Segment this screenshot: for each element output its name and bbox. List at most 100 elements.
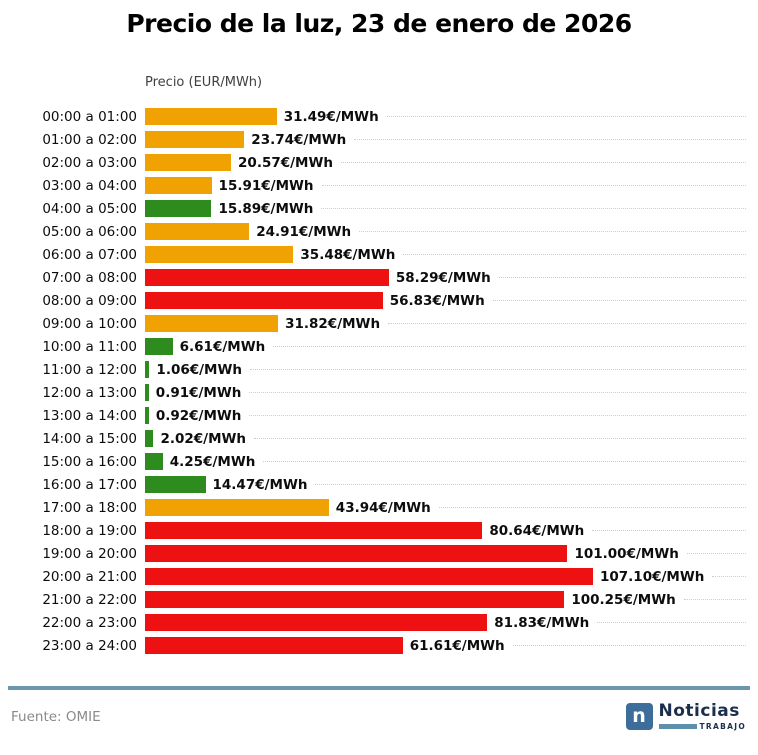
gridline-leader xyxy=(712,576,746,577)
price-bar xyxy=(145,223,250,240)
value-label: 4.25€/MWh xyxy=(169,453,256,470)
chart-row: 07:00 a 08:00 58.29€/MWh xyxy=(7,266,746,289)
chart-row: 13:00 a 14:00 0.92€/MWh xyxy=(7,404,746,427)
gridline-leader xyxy=(254,438,746,439)
logo-name: Noticias xyxy=(658,701,740,721)
time-label: 10:00 a 11:00 xyxy=(42,338,137,355)
chart-row: 17:00 a 18:00 43.94€/MWh xyxy=(7,496,746,519)
price-bar xyxy=(145,154,232,171)
gridline-leader xyxy=(592,530,746,531)
chart-row: 23:00 a 24:00 61.61€/MWh xyxy=(7,634,746,657)
chart-row: 08:00 a 09:00 56.83€/MWh xyxy=(7,289,746,312)
value-label: 35.48€/MWh xyxy=(300,246,396,263)
noticias-trabajo-logo: n Noticias TRABAJO xyxy=(625,701,746,731)
value-label: 80.64€/MWh xyxy=(489,522,585,539)
logo-n-icon: n xyxy=(625,703,653,731)
value-label: 0.91€/MWh xyxy=(155,384,242,401)
price-bar xyxy=(145,315,279,332)
time-label: 05:00 a 06:00 xyxy=(42,223,137,240)
price-bar xyxy=(145,522,483,539)
price-bar xyxy=(145,637,403,654)
chart-row: 09:00 a 10:00 31.82€/MWh xyxy=(7,312,746,335)
chart-row: 18:00 a 19:00 80.64€/MWh xyxy=(7,519,746,542)
chart-row: 01:00 a 02:00 23.74€/MWh xyxy=(7,128,746,151)
time-label: 02:00 a 03:00 xyxy=(42,154,137,171)
time-label: 19:00 a 20:00 xyxy=(42,545,137,562)
chart-row: 19:00 a 20:00 101.00€/MWh xyxy=(7,542,746,565)
value-label: 100.25€/MWh xyxy=(571,591,676,608)
logo-tagline-text: TRABAJO xyxy=(699,721,746,731)
price-bar xyxy=(145,292,383,309)
value-label: 15.89€/MWh xyxy=(218,200,314,217)
gridline-leader xyxy=(359,231,746,232)
value-label: 0.92€/MWh xyxy=(155,407,242,424)
gridline-leader xyxy=(263,461,746,462)
time-label: 17:00 a 18:00 xyxy=(42,499,137,516)
time-label: 16:00 a 17:00 xyxy=(42,476,137,493)
time-label: 20:00 a 21:00 xyxy=(42,568,137,585)
time-label: 13:00 a 14:00 xyxy=(42,407,137,424)
value-label: 2.02€/MWh xyxy=(160,430,247,447)
value-label: 58.29€/MWh xyxy=(395,269,491,286)
chart-title: Precio de la luz, 23 de enero de 2026 xyxy=(126,9,632,38)
gridline-leader xyxy=(315,484,746,485)
time-label: 06:00 a 07:00 xyxy=(42,246,137,263)
time-label: 14:00 a 15:00 xyxy=(42,430,137,447)
bar-chart: 00:00 a 01:00 31.49€/MWh 01:00 a 02:00 23.7… xyxy=(0,105,758,657)
gridline-leader xyxy=(512,645,746,646)
gridline-leader xyxy=(683,599,746,600)
source-credit: Fuente: OMIE xyxy=(11,708,101,725)
value-label: 15.91€/MWh xyxy=(218,177,314,194)
gridline-leader xyxy=(321,185,746,186)
chart-row: 16:00 a 17:00 14.47€/MWh xyxy=(7,473,746,496)
chart-row: 12:00 a 13:00 0.91€/MWh xyxy=(7,381,746,404)
gridline-leader xyxy=(249,392,746,393)
chart-row: 03:00 a 04:00 15.91€/MWh xyxy=(7,174,746,197)
gridline-leader xyxy=(321,208,746,209)
price-bar xyxy=(145,361,150,378)
gridline-leader xyxy=(498,277,746,278)
chart-row: 21:00 a 22:00 100.25€/MWh xyxy=(7,588,746,611)
price-bar xyxy=(145,177,212,194)
chart-row: 00:00 a 01:00 31.49€/MWh xyxy=(7,105,746,128)
chart-row: 11:00 a 12:00 1.06€/MWh xyxy=(7,358,746,381)
time-label: 04:00 a 05:00 xyxy=(42,200,137,217)
chart-row: 02:00 a 03:00 20.57€/MWh xyxy=(7,151,746,174)
gridline-leader xyxy=(388,323,746,324)
gridline-leader xyxy=(492,300,746,301)
value-label: 31.82€/MWh xyxy=(285,315,381,332)
gridline-leader xyxy=(354,139,746,140)
price-bar xyxy=(145,430,154,447)
gridline-leader xyxy=(686,553,746,554)
chart-row: 04:00 a 05:00 15.89€/MWh xyxy=(7,197,746,220)
value-label: 6.61€/MWh xyxy=(179,338,266,355)
value-label: 31.49€/MWh xyxy=(283,108,379,125)
logo-text-block: Noticias TRABAJO xyxy=(658,701,746,731)
chart-row: 10:00 a 11:00 6.61€/MWh xyxy=(7,335,746,358)
time-label: 00:00 a 01:00 xyxy=(42,108,137,125)
price-bar xyxy=(145,131,245,148)
price-bar xyxy=(145,246,294,263)
time-label: 07:00 a 08:00 xyxy=(42,269,137,286)
price-bar xyxy=(145,591,565,608)
chart-row: 06:00 a 07:00 35.48€/MWh xyxy=(7,243,746,266)
value-label: 1.06€/MWh xyxy=(156,361,242,378)
gridline-leader xyxy=(438,507,746,508)
price-bar xyxy=(145,499,329,516)
time-label: 22:00 a 23:00 xyxy=(42,614,137,631)
value-label: 101.00€/MWh xyxy=(574,545,679,562)
price-bar xyxy=(145,453,163,470)
value-label: 23.74€/MWh xyxy=(251,131,347,148)
price-bar xyxy=(145,269,389,286)
price-bar xyxy=(145,407,149,424)
price-bar xyxy=(145,338,173,355)
gridline-leader xyxy=(273,346,746,347)
value-label: 24.91€/MWh xyxy=(256,223,352,240)
price-bar xyxy=(145,614,488,631)
value-label: 43.94€/MWh xyxy=(335,499,431,516)
value-label: 20.57€/MWh xyxy=(238,154,333,171)
time-label: 01:00 a 02:00 xyxy=(42,131,137,148)
chart-row: 05:00 a 06:00 24.91€/MWh xyxy=(7,220,746,243)
gridline-leader xyxy=(403,254,746,255)
